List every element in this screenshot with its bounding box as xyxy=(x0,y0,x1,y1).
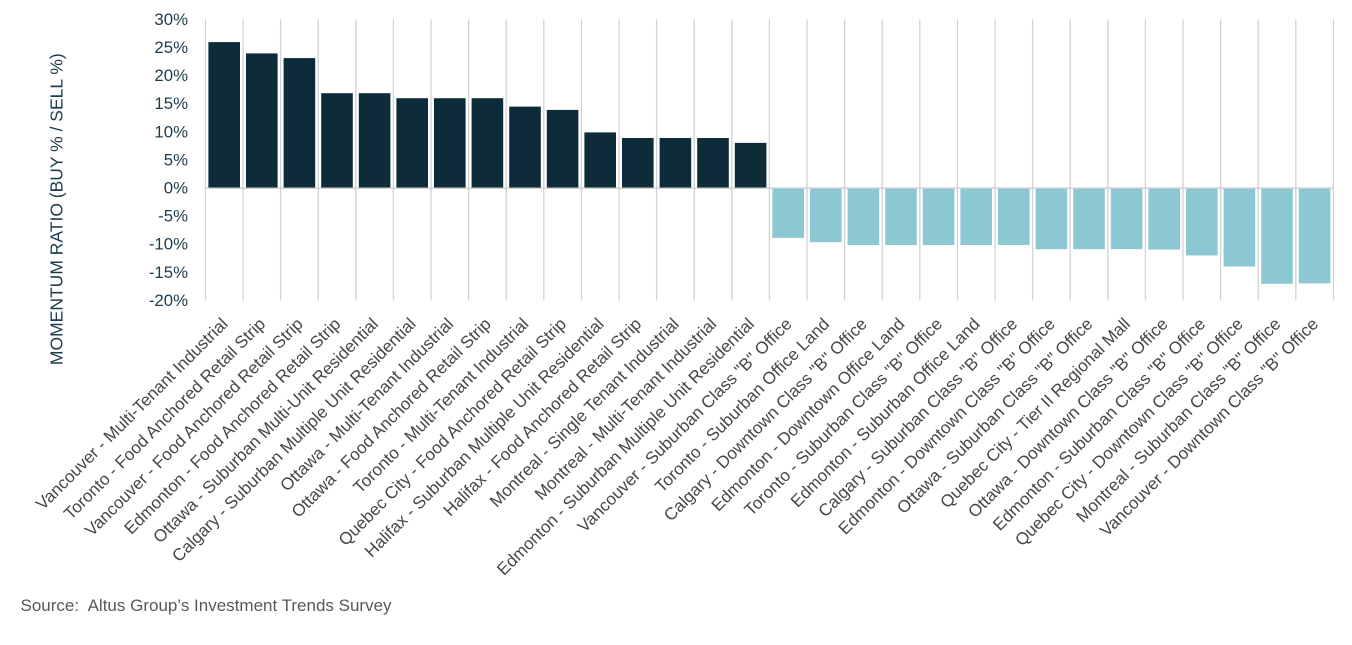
svg-text:MOMENTUM RATIO (BUY % / SELL %: MOMENTUM RATIO (BUY % / SELL %) xyxy=(47,53,67,365)
svg-text:25%: 25% xyxy=(154,38,188,57)
svg-text:-20%: -20% xyxy=(149,291,188,310)
svg-text:-15%: -15% xyxy=(149,263,188,282)
svg-text:-10%: -10% xyxy=(149,235,188,254)
svg-text:5%: 5% xyxy=(164,150,188,169)
svg-text:10%: 10% xyxy=(154,122,188,141)
svg-text:30%: 30% xyxy=(154,10,188,29)
svg-text:20%: 20% xyxy=(154,66,188,85)
svg-text:0%: 0% xyxy=(164,179,188,198)
svg-text:Source: Altus Group’s Investm: Source: Altus Group’s Investment Trends … xyxy=(21,596,393,615)
svg-text:15%: 15% xyxy=(154,94,188,113)
svg-text:-5%: -5% xyxy=(158,207,188,226)
